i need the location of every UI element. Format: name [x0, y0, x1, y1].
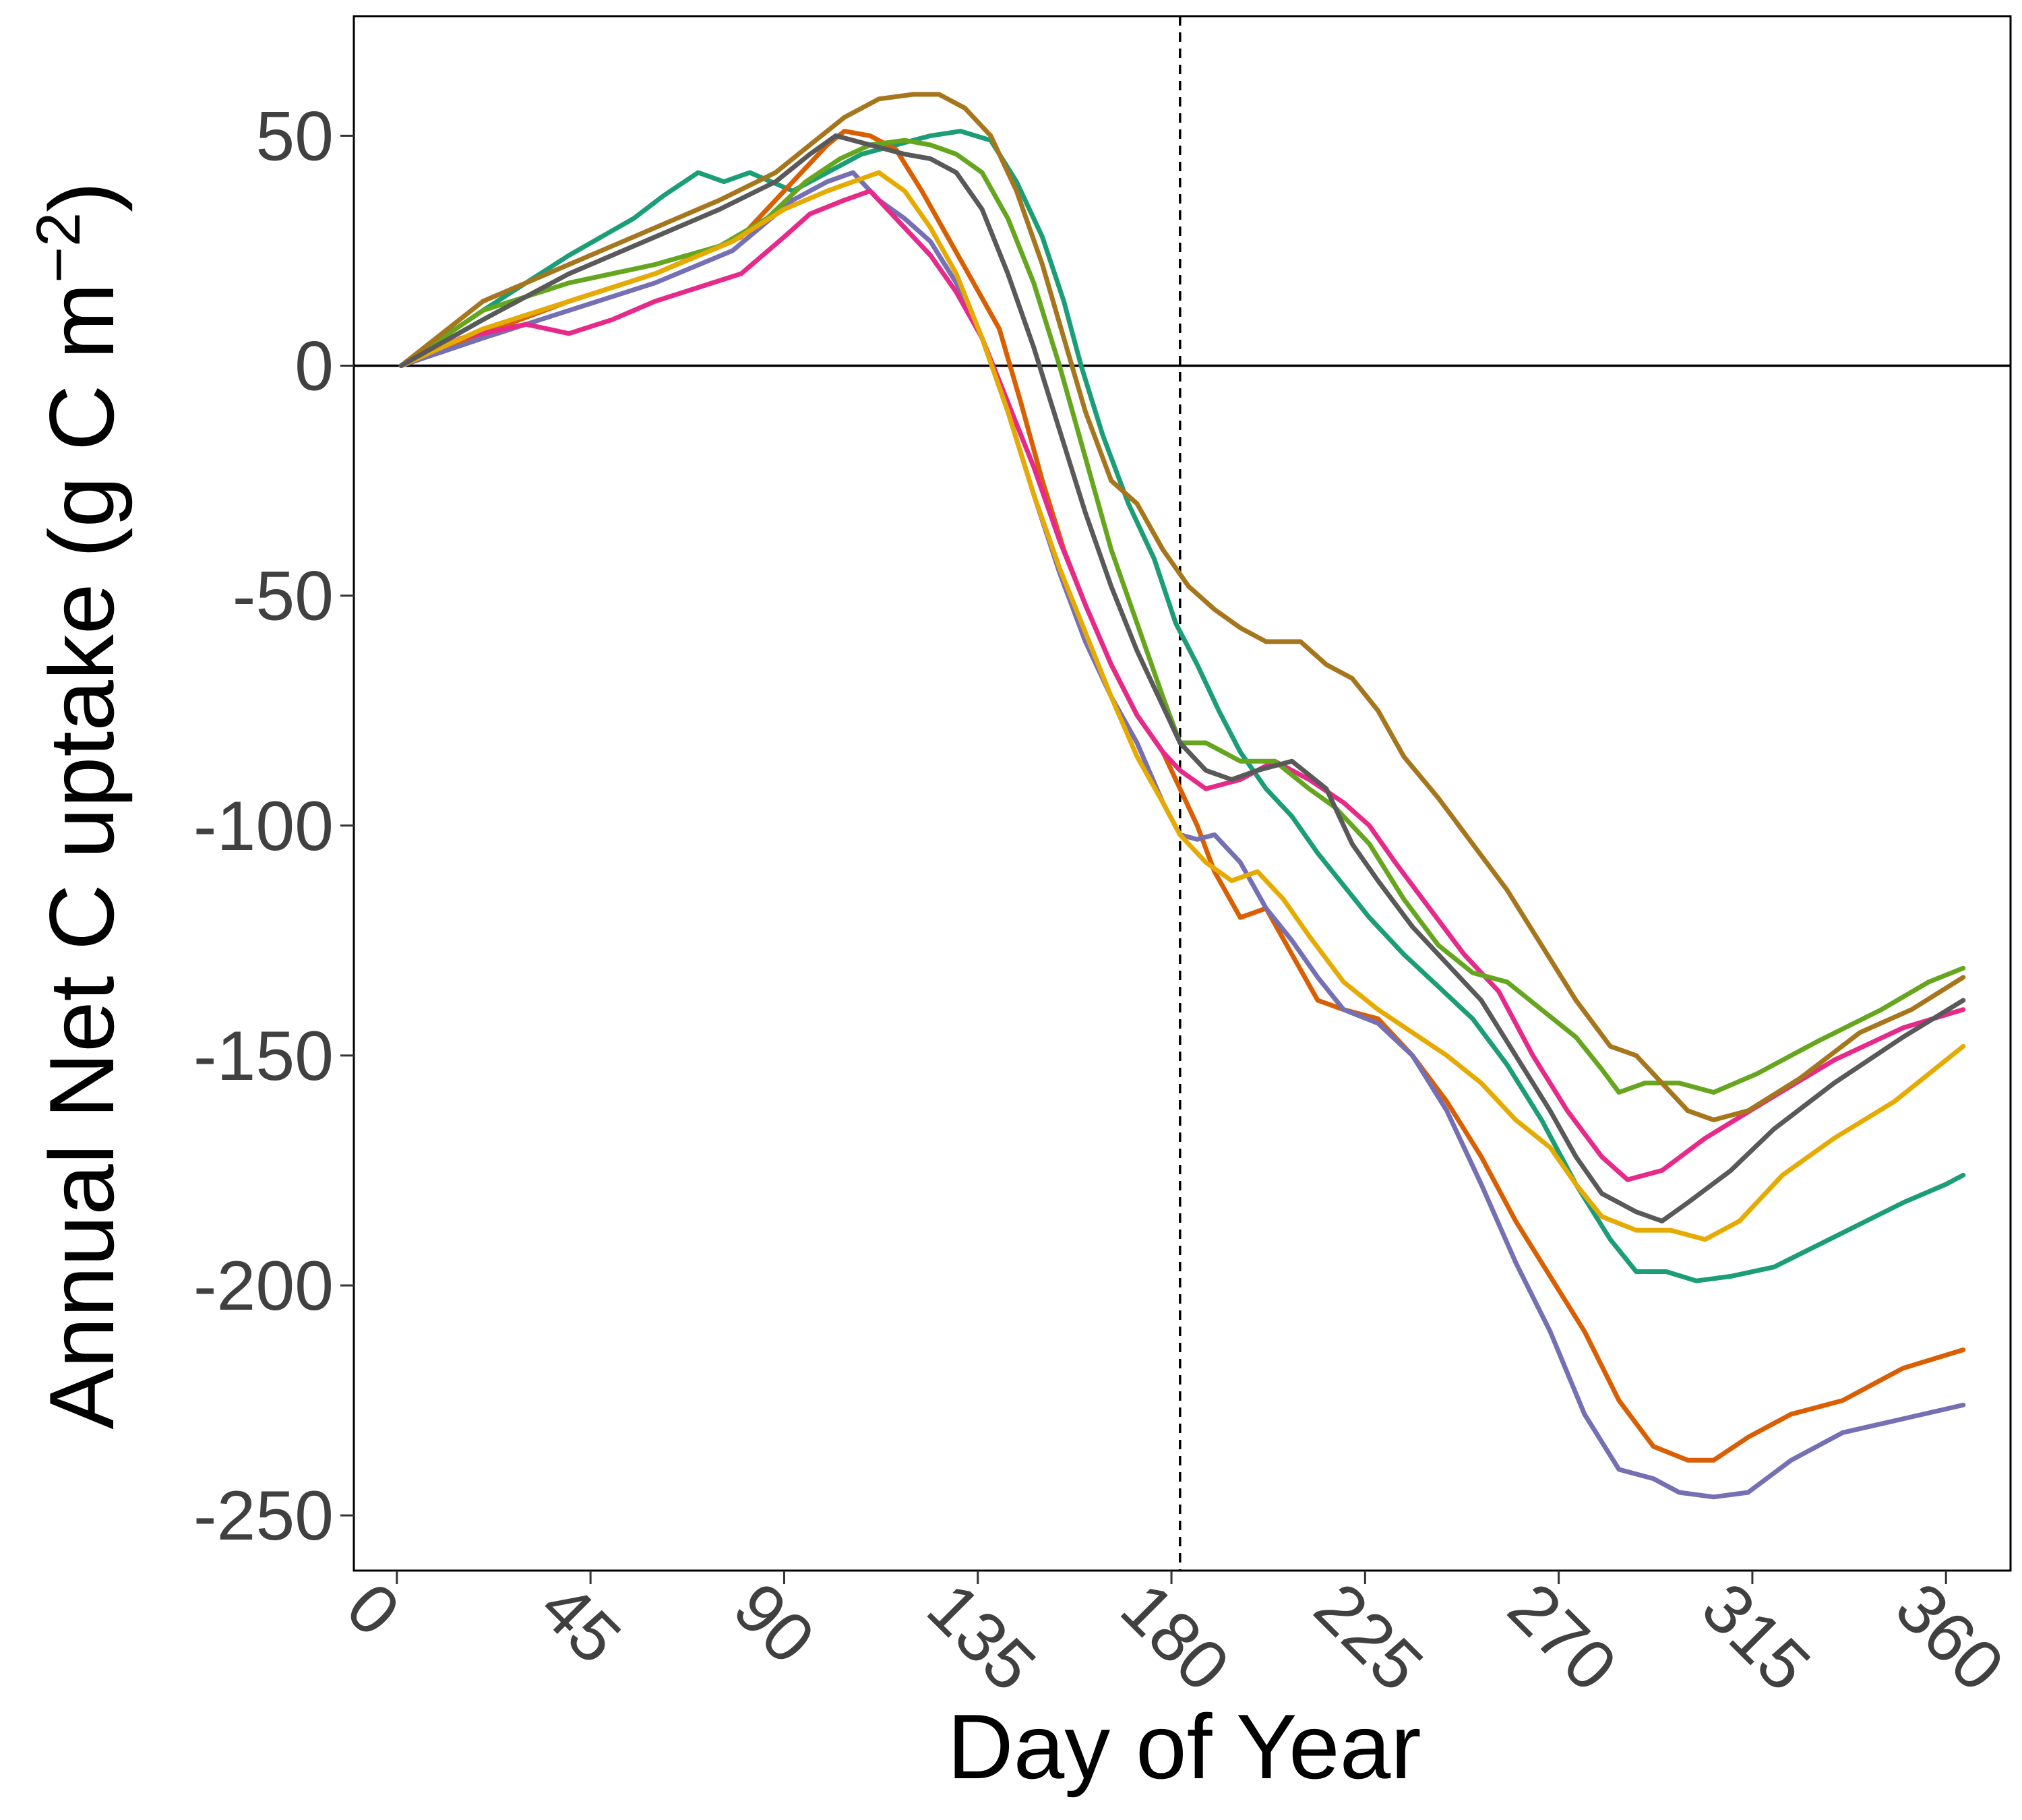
y-axis-title-close: ) [30, 182, 133, 212]
y-tick-label-50: 50 [255, 97, 334, 175]
y-tick-label-0: 0 [295, 328, 334, 406]
series-line-5 [398, 138, 1966, 1095]
y-tick-label--150: -150 [193, 1017, 334, 1095]
x-tick-label-90: 90 [718, 1569, 829, 1679]
x-axis-title: Day of Year [947, 1695, 1421, 1798]
x-tick-label-315: 315 [1687, 1569, 1825, 1707]
y-axis-title-main: Annual Net C uptake (g C m [30, 283, 133, 1430]
y-tick-label--50: -50 [233, 557, 334, 636]
series-line-6 [398, 170, 1966, 1242]
x-tick-label-360: 360 [1880, 1569, 2019, 1707]
y-tick-label--100: -100 [193, 787, 334, 866]
plot-panel-border [353, 15, 2012, 1572]
x-tick-label-225: 225 [1299, 1569, 1438, 1707]
x-tick-label-135: 135 [913, 1569, 1051, 1707]
series-line-8 [398, 133, 1966, 1223]
series-line-4 [398, 188, 1966, 1182]
x-tick-label-45: 45 [525, 1569, 636, 1679]
series-line-3 [398, 170, 1966, 1500]
plot-area [353, 15, 2012, 1572]
series-line-2 [398, 129, 1966, 1463]
y-tick-label--200: -200 [193, 1247, 334, 1325]
x-axis: 0 45 90 135 180 225 270 315 360 [332, 1569, 2019, 1707]
x-tick-label-180: 180 [1106, 1569, 1244, 1707]
y-axis-title: Annual Net C uptake (g C m−2) [24, 182, 133, 1430]
y-axis-title-superscript: −2 [24, 212, 93, 283]
y-tick-label--250: -250 [193, 1477, 334, 1555]
x-tick-label-270: 270 [1493, 1569, 1631, 1707]
series-line-7 [398, 92, 1966, 1122]
series-line-1 [398, 129, 1966, 1283]
x-tick-label-0: 0 [332, 1569, 415, 1651]
y-axis: 50 0 -50 -100 -150 -200 -250 [193, 97, 354, 1555]
